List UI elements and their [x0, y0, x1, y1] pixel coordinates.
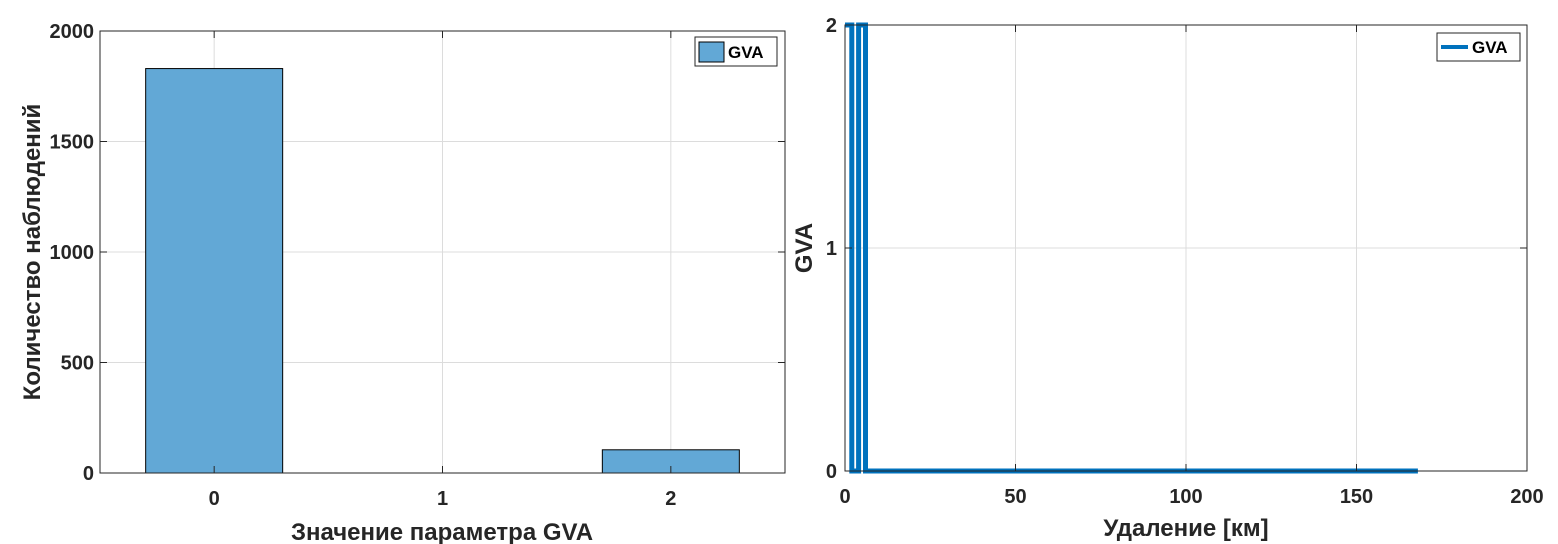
bar-chart-x-tick-label: 2: [665, 488, 676, 510]
line-series-GVA: [845, 22, 1418, 474]
line-chart-y-tick-label: 2: [826, 15, 837, 37]
line-chart-y-axis-label: GVA: [791, 223, 818, 273]
bar-chart-bars: [145, 68, 740, 474]
bar-chart-y-tick-label: 1000: [50, 242, 95, 264]
bar-chart-y-ticks: 0 500 1000 1500 2000: [50, 21, 785, 485]
bar-chart-y-tick-label: 1500: [50, 132, 95, 154]
line-chart-series: [845, 22, 1418, 474]
bar-0: [145, 68, 284, 474]
line-chart-y-tick-label: 0: [826, 461, 837, 483]
line-chart-legend: GVA: [1436, 32, 1521, 62]
line-chart-panel: 0 1 2 0 50 100 150 200 Удаление [км] GVA GVA: [791, 15, 1544, 542]
bar-chart-y-tick-label: 2000: [50, 21, 95, 43]
line-chart-grid: [845, 25, 1527, 471]
bar-chart-panel: 0 500 1000 1500 2000 0 1 2 Значение параметра …: [19, 21, 786, 544]
bar-chart-legend-swatch: [698, 41, 725, 63]
line-chart-legend-label: GVA: [1472, 38, 1508, 57]
line-chart-y-tick-label: 1: [826, 238, 837, 260]
bar-chart-y-tick-label: 500: [61, 353, 94, 375]
bar-chart-x-ticks: 0 1 2: [209, 31, 676, 510]
line-chart-x-ticks: 0 50 100 150 200: [839, 25, 1544, 508]
line-chart-x-tick-label: 150: [1340, 486, 1373, 508]
bar-chart-x-axis-label: Значение параметра GVA: [291, 519, 593, 544]
line-chart-x-axis-label: Удаление [км]: [1103, 515, 1268, 542]
line-chart-y-ticks: 0 1 2: [826, 15, 1527, 483]
line-chart-x-tick-label: 0: [839, 486, 850, 508]
line-chart-x-tick-label: 100: [1169, 486, 1202, 508]
line-chart-x-tick-label: 200: [1510, 486, 1543, 508]
bar-chart-x-tick-label: 0: [209, 488, 220, 510]
bar-chart-y-axis-label: Количество наблюдений: [19, 104, 46, 401]
bar-chart-y-tick-label: 0: [83, 463, 94, 485]
bar-chart-legend-label: GVA: [728, 43, 764, 62]
bar-chart-x-tick-label: 1: [437, 488, 448, 510]
line-chart-x-tick-label: 50: [1004, 486, 1026, 508]
bar-chart-legend: GVA: [694, 36, 778, 67]
